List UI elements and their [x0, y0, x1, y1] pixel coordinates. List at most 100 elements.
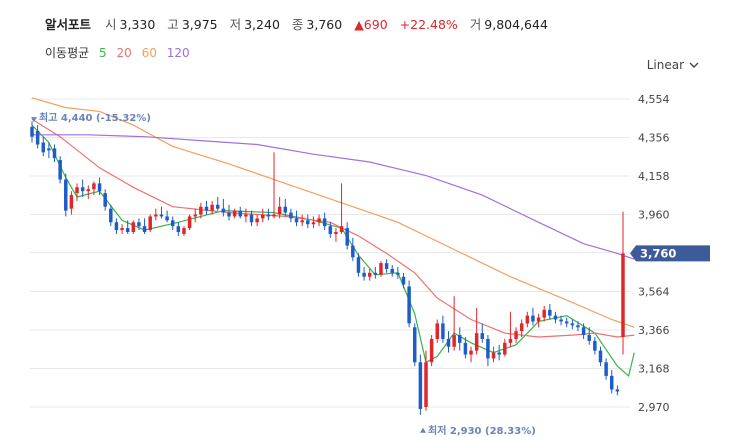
candle — [429, 335, 434, 367]
candle — [277, 197, 282, 219]
candle-body — [170, 220, 175, 227]
candle — [508, 311, 513, 347]
candle — [486, 335, 490, 367]
candle — [294, 210, 299, 227]
candle — [317, 214, 321, 227]
candle — [47, 142, 51, 159]
scale-selector[interactable]: Linear — [647, 58, 699, 72]
candle-body — [69, 195, 74, 209]
candle-body — [424, 362, 428, 407]
ma-legend-120[interactable]: 120 — [166, 46, 190, 60]
candle — [142, 218, 147, 234]
candle-body — [609, 375, 614, 390]
candle-body — [41, 142, 46, 153]
candle-body — [238, 210, 243, 217]
candle-body — [441, 323, 445, 339]
candle-body — [379, 263, 383, 275]
candle — [300, 214, 304, 227]
candle — [469, 346, 473, 363]
candle-body — [519, 323, 524, 332]
ma-legend-20[interactable]: 20 — [116, 46, 132, 60]
candle-body — [47, 148, 51, 151]
candle — [322, 212, 327, 231]
moving-average-lines — [31, 97, 635, 377]
candle — [232, 208, 237, 219]
candle — [514, 327, 518, 343]
candle — [289, 208, 293, 223]
candle-body — [486, 338, 490, 359]
candle — [215, 197, 220, 211]
candle — [339, 183, 344, 234]
candle-body — [334, 232, 338, 234]
candle — [283, 198, 288, 217]
candle — [328, 222, 333, 238]
candle-body — [58, 160, 62, 180]
y-tick-label: 3,168 — [638, 363, 670, 376]
candle — [159, 206, 164, 219]
candle — [311, 216, 316, 229]
candle — [345, 222, 349, 250]
candle-body — [227, 212, 231, 217]
candle-body — [80, 187, 85, 192]
candle-body — [125, 228, 130, 232]
high-value: 3,975 — [181, 17, 218, 32]
change-percent: +22.48% — [399, 17, 458, 32]
ma5-line — [31, 124, 635, 377]
candle-body — [474, 333, 479, 351]
candle — [587, 327, 591, 345]
candle-body — [317, 218, 321, 223]
candle-body — [232, 210, 237, 217]
stock-name: 알서포트 — [45, 17, 92, 32]
candle — [227, 204, 231, 221]
ma60-line — [31, 97, 635, 328]
candle — [598, 346, 603, 367]
high-marker-icon — [31, 117, 37, 123]
candle — [351, 237, 355, 262]
candle — [548, 303, 552, 320]
candle-body — [491, 352, 496, 359]
candle-body — [137, 222, 141, 227]
candle — [452, 296, 456, 351]
candle — [396, 267, 400, 279]
scale-selector-label: Linear — [646, 58, 684, 72]
ma-legend-60[interactable]: 60 — [141, 46, 157, 60]
candle — [261, 208, 265, 223]
candle-body — [373, 272, 378, 275]
candle — [238, 206, 243, 219]
candle — [491, 346, 496, 363]
candle-body — [418, 362, 423, 409]
candle-body — [142, 226, 147, 232]
candle — [474, 307, 479, 355]
stock-header: 알서포트 시 3,330 고 3,975 저 3,240 종 3,760 ▲690 +2… — [45, 14, 556, 33]
candle-body — [187, 216, 192, 229]
candle-body — [92, 183, 96, 190]
y-tick-label: 3,960 — [638, 209, 670, 222]
ma-legend-title: 이동평균 — [45, 46, 90, 60]
candles — [30, 121, 625, 415]
candle-body — [294, 218, 299, 223]
candle-body — [497, 352, 501, 355]
candle-body — [131, 222, 136, 232]
candle — [244, 208, 248, 223]
candle-body — [221, 208, 226, 213]
candle-body — [553, 315, 558, 320]
candle — [86, 185, 91, 199]
candle-body — [615, 389, 620, 392]
candle-body — [429, 338, 434, 363]
candle-body — [154, 214, 158, 217]
candle-body — [159, 214, 164, 217]
candle — [131, 220, 136, 234]
candle — [384, 259, 389, 273]
ma-legend-5[interactable]: 5 — [99, 46, 107, 60]
candle — [367, 268, 372, 281]
candle — [148, 214, 152, 232]
y-tick-label: 3,564 — [638, 286, 670, 299]
candle-body — [109, 208, 113, 223]
candle — [176, 222, 181, 236]
candle-body — [356, 257, 361, 273]
candle — [553, 311, 558, 324]
candle — [407, 280, 411, 328]
candle — [497, 344, 501, 361]
candle-body — [463, 342, 468, 355]
